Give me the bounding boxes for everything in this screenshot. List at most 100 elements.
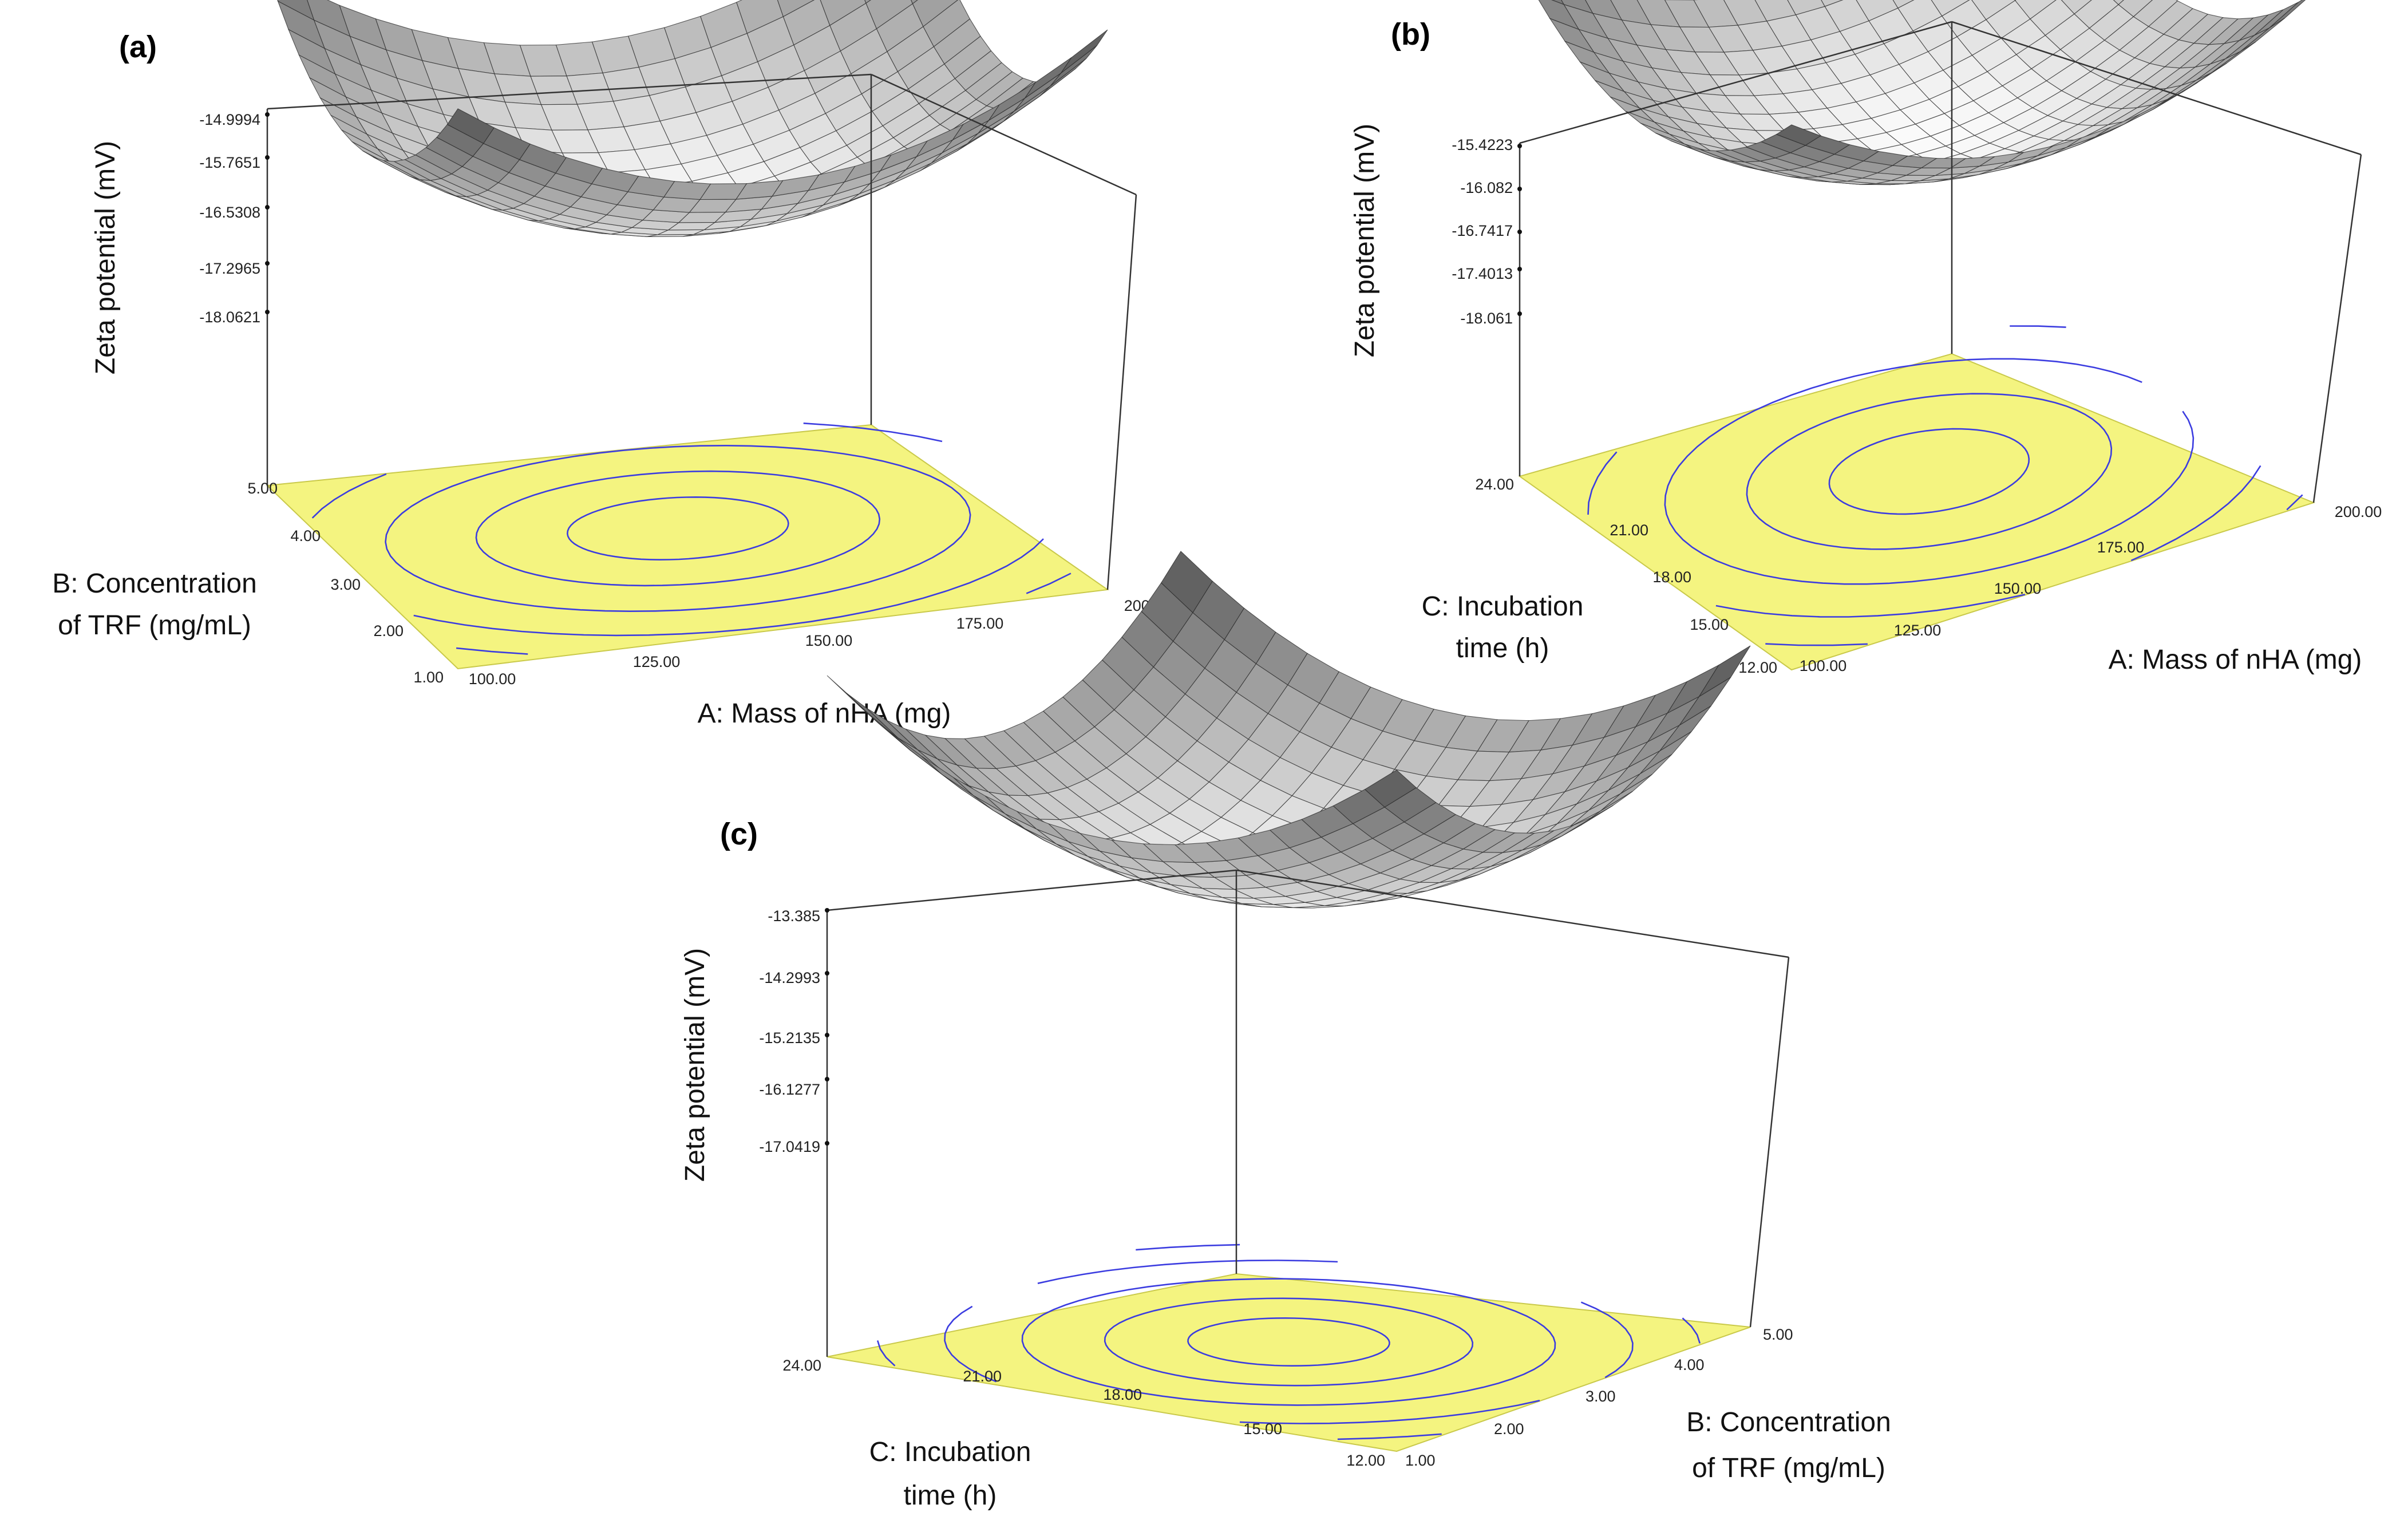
panel-c-contour-line	[1104, 1297, 1474, 1387]
panel-c-y-tick-label: 15.00	[1243, 1420, 1282, 1438]
panel-c-z-tick-mark	[825, 1033, 829, 1037]
panel-c-x-tick-label: 5.00	[1763, 1326, 1793, 1343]
panel-b-z-title: Zeta potential (mV)	[1350, 124, 1380, 357]
panel-c-y-ticks: 12.00 15.00 18.00 21.00 24.00	[782, 1357, 1385, 1469]
panel-b-y-ticks: 12.00 15.00 18.00 21.00 24.00	[1475, 476, 1777, 676]
panel-a-x-title: A: Mass of nHA (mg)	[698, 698, 951, 729]
panel-a-box-edge	[267, 73, 872, 110]
panel-b-contour-line	[1587, 325, 2261, 618]
panel-a-y-tick-label: 4.00	[290, 527, 321, 544]
panel-a-z-tick-label: -14.9994	[199, 111, 260, 128]
panel-b-surface-facet	[2113, 0, 2125, 5]
panel-b-z-tick-mark	[1517, 267, 1522, 271]
panel-b-surface-facet	[1776, 124, 1821, 146]
panel-b-z-tick-label: -16.082	[1460, 179, 1513, 196]
panel-b-y-title-line1: C: Incubation	[1422, 591, 1584, 622]
panel-a-contour-line	[385, 444, 971, 613]
panel-c-contours	[876, 1243, 1701, 1440]
panel-c-z-tick-label: -14.2993	[759, 969, 820, 986]
panel-a-x-tick-label: 150.00	[805, 632, 853, 649]
panel-a-z-tick-mark	[265, 155, 270, 160]
panel-b-y-tick-label: 15.00	[1690, 616, 1729, 633]
panel-c-y-title-line1: C: Incubation	[869, 1437, 1031, 1467]
panel-b-contour-line	[1765, 494, 2303, 646]
panel-a-box	[266, 73, 1137, 590]
panel-a-contour-line	[456, 573, 1071, 655]
panel-c-z-tick-mark	[825, 1077, 829, 1081]
panel-b-label: (b)	[1391, 17, 1430, 52]
panel-b-box-edge	[1951, 21, 2362, 156]
panel-c-x-ticks: 1.00 2.00 3.00 4.00 5.00	[1405, 1326, 1793, 1469]
panel-a-contour-line	[475, 470, 881, 587]
panel-c-x-tick-label: 2.00	[1494, 1420, 1524, 1438]
panel-c-box-edge	[827, 869, 1237, 911]
panel-a-x-tick-label: 100.00	[469, 670, 516, 688]
panel-b-z-tick-mark	[1517, 311, 1522, 316]
panel-a-z-title: Zeta potential (mV)	[90, 141, 121, 374]
panel-b-z-tick-mark	[1517, 144, 1522, 148]
panel-a-label: (a)	[119, 30, 157, 64]
panel-a-y-tick-label: 2.00	[373, 622, 404, 639]
panel-a-y-title-line1: B: Concentration	[52, 568, 257, 599]
panel-c-box-edge	[1749, 957, 1790, 1328]
panel-a-y-title-line2: of TRF (mg/mL)	[58, 610, 251, 641]
panel-b-x-ticks: 100.00 125.00 150.00 175.00 200.00	[1800, 503, 2382, 674]
panel-a-y-tick-label: 1.00	[413, 669, 444, 686]
panel-a-z-tick-mark	[265, 310, 270, 314]
panel-a-z-tick-mark	[265, 261, 270, 266]
panel-a-y-tick-label: 5.00	[247, 480, 278, 497]
panel-b-contours	[1587, 325, 2303, 646]
panel-b-z-tick-label: -15.4223	[1452, 136, 1513, 153]
panel-b-x-tick-label: 150.00	[1994, 580, 2042, 597]
panel-b-z-tick-label: -16.7417	[1452, 222, 1513, 239]
panel-c-floor	[827, 1273, 1751, 1452]
panel-b-x-tick-label: 100.00	[1800, 657, 1847, 674]
panel-c-x-tick-label: 4.00	[1674, 1356, 1705, 1373]
panel-a-surface	[277, 0, 1108, 237]
panel-b-x-tick-label: 125.00	[1894, 622, 1942, 639]
panel-c-z-tick-label: -16.1277	[759, 1081, 820, 1098]
panel-a-surface-facet	[446, 108, 495, 144]
panel-c-box-edge	[1236, 869, 1789, 958]
panel-c-x-title-line1: B: Concentration	[1686, 1407, 1891, 1438]
panel-b-y-tick-label: 24.00	[1475, 476, 1514, 493]
panel-c-z-tick-mark	[825, 908, 829, 913]
panel-c-z-tick-label: -13.385	[768, 907, 820, 925]
panel-a-z-tick-mark	[265, 112, 270, 117]
panel-a-surface-facet	[1050, 45, 1097, 86]
panel-a-contours	[311, 423, 1071, 655]
panel-c-y-tick-label: 18.00	[1103, 1386, 1142, 1403]
panel-c-label: (c)	[720, 817, 758, 851]
panel-c-x-tick-label: 1.00	[1405, 1452, 1436, 1469]
panel-c-z-tick-mark	[825, 971, 829, 976]
panel-b-z-tick-mark	[1517, 230, 1522, 234]
panel-a-y-ticks: 1.00 2.00 3.00 4.00 5.00	[247, 480, 444, 686]
panel-b-x-tick-label: 200.00	[2335, 503, 2382, 520]
panel-b-box-edge	[2312, 154, 2362, 503]
panel-b-x-title: A: Mass of nHA (mg)	[2109, 645, 2362, 675]
panel-b-z-ticks: -15.4223 -16.082 -16.7417 -17.4013 -18.0…	[1452, 136, 1522, 327]
panel-b-box-edge	[1519, 21, 1952, 144]
panel-a-z-tick-label: -15.7651	[199, 154, 260, 171]
panel-a-surface-facet	[1060, 29, 1108, 74]
panel-a-x-tick-label: 125.00	[633, 653, 681, 670]
panel-c-surface	[827, 551, 1751, 909]
panel-a-z-tick-mark	[265, 205, 270, 210]
panel-a-z-tick-label: -17.2965	[199, 260, 260, 277]
panel-a-z-tick-label: -18.0621	[199, 309, 260, 326]
panel-c-y-title-line2: time (h)	[904, 1480, 997, 1511]
panel-b-z-tick-mark	[1517, 187, 1522, 191]
panel-c-contour-line	[944, 1260, 1634, 1424]
panel-c-z-tick-label: -17.0419	[759, 1138, 820, 1155]
panel-c-y-tick-label: 21.00	[963, 1368, 1002, 1385]
panel-a-contour-line	[566, 496, 789, 561]
panel-c-z-ticks: -13.385 -14.2993 -15.2135 -16.1277 -17.0…	[759, 907, 829, 1155]
panel-c-contour-line	[1021, 1278, 1556, 1406]
panel-a-x-tick-label: 175.00	[956, 615, 1004, 632]
panel-c-z-tick-mark	[825, 1141, 829, 1146]
panel-c-contour-line	[1187, 1317, 1390, 1367]
panel-c-z-title: Zeta potential (mV)	[680, 948, 710, 1182]
panel-b-x-tick-label: 175.00	[2097, 539, 2145, 556]
panel-a-z-tick-label: -16.5308	[199, 204, 260, 221]
